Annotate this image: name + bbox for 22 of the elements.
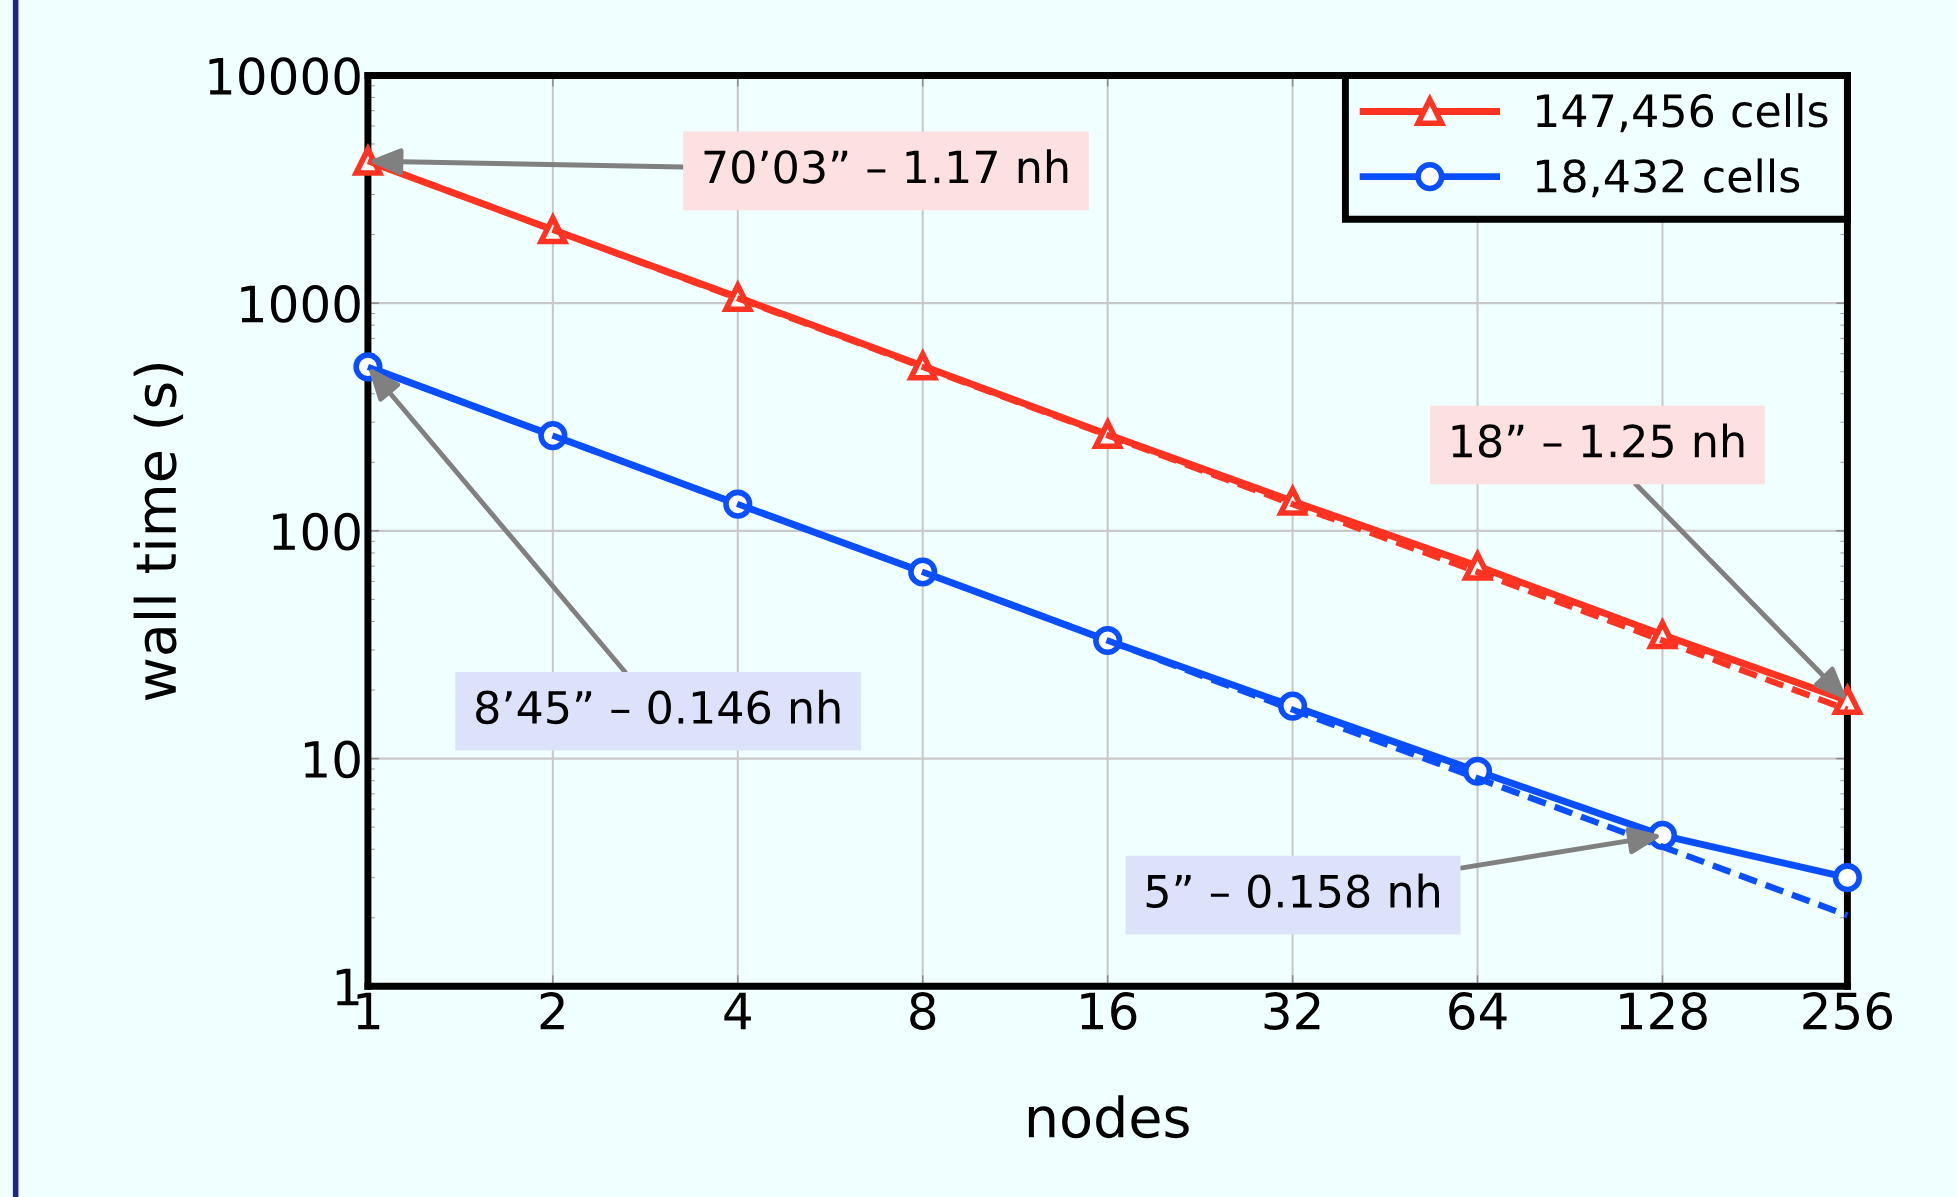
y-tick-label: 100	[273, 512, 360, 551]
y-tick-label: 10	[304, 740, 360, 779]
point	[1832, 863, 1862, 893]
y-tick-label: 10000	[209, 57, 360, 96]
x-tick-label: 64	[1449, 992, 1507, 1030]
x-tick-label: 8	[910, 992, 936, 1030]
x-tick-label: 32	[1264, 992, 1320, 1030]
annotation: 18” – 1.25 nh	[1452, 423, 1744, 458]
x-tick-label: 4	[724, 992, 751, 1030]
x-tick-label: 256	[1803, 992, 1892, 1030]
y-tick-label: 1	[336, 968, 359, 1006]
x-tick-label: 128	[1620, 992, 1707, 1030]
legend-label: 147,456 cells	[1536, 93, 1828, 133]
legend-label: 18,432 cells	[1536, 158, 1800, 198]
y-tick-label: 1000	[241, 285, 360, 323]
x-tick-label: 16	[1081, 992, 1137, 1030]
annotation: 5” – 0.158 nh	[1146, 873, 1439, 909]
annotation: 70’03” – 1.17 nh	[704, 149, 1068, 184]
x-tick-label: 2	[540, 992, 564, 1030]
annotation: 8’45” – 0.146 nh	[476, 689, 840, 725]
x-axis-title: nodes	[1028, 1095, 1189, 1139]
y-axis-title: wall time (s)	[133, 363, 184, 701]
